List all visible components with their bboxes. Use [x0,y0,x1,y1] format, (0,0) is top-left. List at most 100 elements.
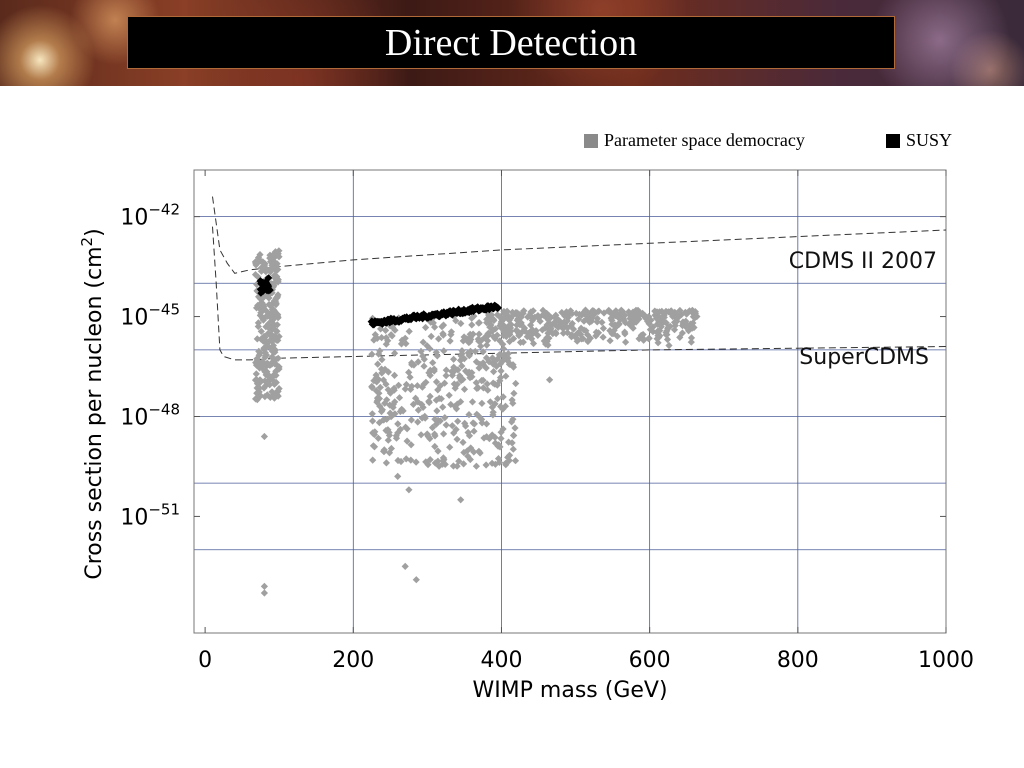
point-democracy [499,393,507,401]
point-democracy [433,352,441,360]
point-democracy [405,327,413,335]
point-democracy [261,368,269,376]
point-democracy [275,365,283,373]
point-democracy [261,377,269,385]
point-democracy [640,336,648,344]
point-democracy [369,442,377,450]
point-democracy [463,447,471,455]
point-democracy [432,396,440,404]
point-democracy [257,362,265,370]
point-democracy [395,394,404,402]
point-democracy [414,358,422,366]
point-democracy [379,416,387,424]
point-susy [265,287,273,295]
point-democracy [478,419,486,427]
point-democracy [453,462,461,470]
point-democracy [458,362,466,370]
point-democracy [390,371,399,379]
point-democracy [371,331,379,339]
point-democracy [275,332,283,341]
point-democracy [607,309,615,317]
point-democracy [454,366,462,374]
point-democracy [386,401,394,409]
point-democracy [678,329,686,337]
point-democracy [254,254,263,262]
point-democracy [412,394,420,402]
point-democracy [500,350,508,358]
point-democracy [506,337,514,346]
point-democracy [528,316,536,325]
point-democracy [496,377,504,385]
point-democracy [442,421,450,429]
point-democracy [558,308,566,317]
point-democracy [582,327,590,335]
point-democracy [439,403,447,411]
point-democracy [470,427,478,435]
point-democracy [274,354,282,362]
point-democracy [501,402,510,410]
point-democracy [675,313,683,321]
point-democracy [370,430,378,439]
point-democracy [691,308,699,316]
point-democracy [569,325,578,333]
point-democracy [256,300,264,308]
point-democracy [434,457,442,465]
point-democracy [423,431,432,439]
point-democracy [431,415,439,423]
point-democracy [554,323,562,331]
point-democracy [256,378,264,386]
point-democracy [595,307,603,315]
y-axis-title-close: ) [82,228,107,237]
point-democracy [481,334,489,342]
point-democracy [496,360,504,368]
point-democracy [394,472,402,480]
point-democracy [382,426,390,435]
point-democracy [639,330,647,339]
point-democracy [510,431,518,440]
point-democracy [253,357,261,365]
point-democracy [604,307,612,315]
point-democracy [398,336,406,344]
point-democracy [372,371,380,379]
point-democracy [274,387,282,395]
point-democracy [259,258,267,266]
point-democracy [396,425,404,433]
curve-label-supercdms: SuperCDMS [799,345,929,370]
point-democracy [382,459,390,467]
point-democracy [436,382,444,390]
point-democracy [394,420,402,428]
point-democracy [615,319,623,328]
point-democracy [378,356,386,364]
point-democracy [518,328,526,336]
point-democracy [468,314,476,322]
point-democracy [408,382,416,390]
point-democracy [261,260,269,268]
point-democracy [266,381,274,389]
point-democracy [412,576,420,584]
point-democracy [397,457,405,466]
point-democracy [442,372,450,380]
point-democracy [402,423,410,431]
point-democracy [480,361,488,369]
point-democracy [599,333,607,341]
point-democracy [271,380,279,388]
point-democracy [256,392,264,400]
point-democracy [599,324,607,332]
point-democracy [451,384,459,392]
point-democracy [653,308,661,316]
point-democracy [377,325,385,333]
point-democracy [395,381,403,389]
point-democracy [470,420,478,428]
point-democracy [450,355,458,363]
point-democracy [682,317,690,325]
point-democracy [489,408,497,416]
point-democracy [369,456,377,464]
point-democracy [257,327,265,335]
point-democracy [586,334,594,342]
point-democracy [382,380,390,388]
point-democracy [272,299,280,307]
point-democracy [397,340,406,348]
point-democracy [401,562,409,570]
point-democracy [629,324,637,332]
point-democracy [485,435,493,443]
